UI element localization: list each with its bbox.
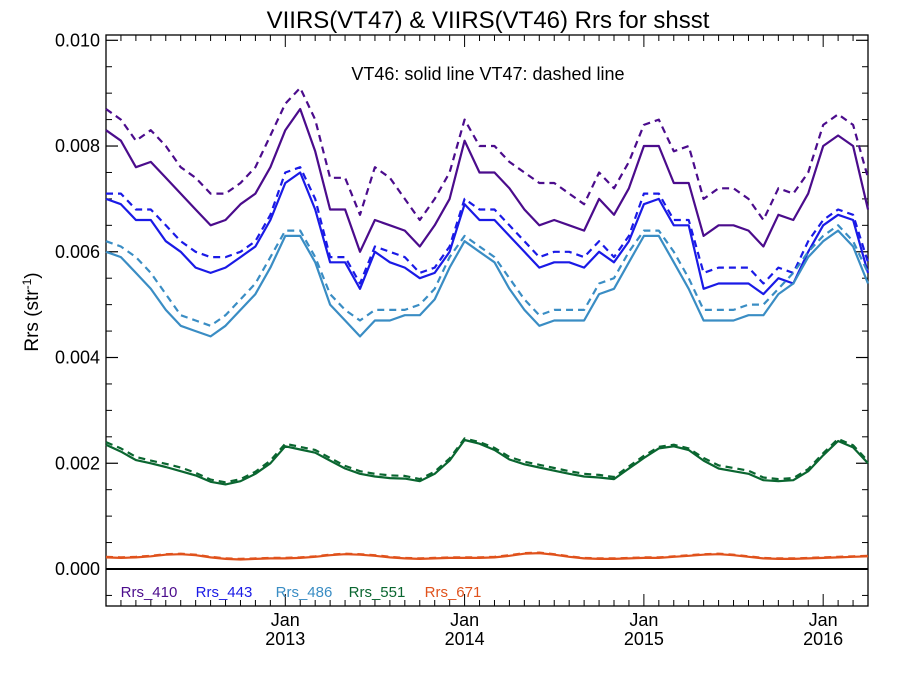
y-tick-label: 0.000 <box>55 559 100 579</box>
x-tick-label-month: Jan <box>809 610 838 630</box>
line-style-annotation: VT46: solid line VT47: dashed line <box>351 64 624 84</box>
y-tick-label: 0.006 <box>55 242 100 262</box>
series-line-rrs-443-vt46 <box>105 171 870 296</box>
y-tick-label: 0.004 <box>55 348 100 368</box>
series-line-rrs-486-vt46 <box>105 229 870 338</box>
legend-entry-rrs-410: Rrs_410 <box>121 584 178 601</box>
legend-entry-rrs-443: Rrs_443 <box>196 584 253 601</box>
x-tick-label-year: 2014 <box>445 629 485 649</box>
legend-entry-rrs-486: Rrs_486 <box>276 584 333 601</box>
x-tick-label-month: Jan <box>450 610 479 630</box>
plot-area: 0.0000.0020.0040.0060.0080.010Jan2013Jan… <box>55 30 870 649</box>
y-tick-label: 0.002 <box>55 453 100 473</box>
y-axis-title-close: ) <box>22 272 43 278</box>
series-line-rrs-410-vt46 <box>105 107 870 253</box>
series-line-rrs-671-vt47 <box>105 551 869 561</box>
x-tick-label-month: Jan <box>629 610 658 630</box>
x-tick-label-year: 2016 <box>803 629 843 649</box>
y-axis-title-main: Rrs (str <box>22 289 43 352</box>
y-axis-title-exponent: -1 <box>20 278 34 289</box>
series-line-rrs-486-vt47 <box>105 224 869 327</box>
y-tick-label: 0.010 <box>55 30 100 50</box>
y-tick-label: 0.008 <box>55 136 100 156</box>
chart-title: VIIRS(VT47) & VIIRS(VT46) Rrs for shsst <box>267 7 710 34</box>
x-tick-label-month: Jan <box>271 610 300 630</box>
legend-entry-rrs-551: Rrs_551 <box>349 584 406 601</box>
x-tick-label-year: 2015 <box>624 629 664 649</box>
series-line-rrs-443-vt47 <box>106 166 870 285</box>
series-line-rrs-410-vt47 <box>105 86 870 222</box>
y-axis-title: Rrs (str-1) <box>20 272 43 351</box>
svg-text:Rrs (str-1): Rrs (str-1) <box>20 272 43 351</box>
legend-entry-rrs-671: Rrs_671 <box>425 584 482 601</box>
plot-frame <box>105 34 869 607</box>
x-tick-label-year: 2013 <box>265 629 305 649</box>
series-line-rrs-551-vt47 <box>105 437 869 484</box>
series-line-rrs-551-vt46 <box>105 438 869 486</box>
